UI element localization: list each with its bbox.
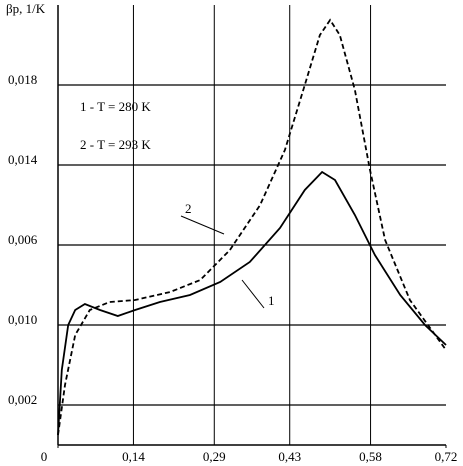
data-line [57, 18, 447, 436]
x-tick-label: 0,58 [359, 449, 382, 464]
y-tick-label: 0,006 [8, 232, 38, 247]
x-tick-label: 0,29 [203, 449, 226, 464]
x-tick-label: 0,72 [435, 449, 458, 464]
x-tick-label: 0 [41, 449, 48, 464]
curve-label: 2 [185, 201, 192, 216]
y-tick-label: 0,010 [8, 312, 37, 327]
curve-label: 1 [268, 293, 275, 308]
x-tick-label: 0,43 [278, 449, 301, 464]
y-tick-label: 0,018 [8, 72, 37, 87]
data-line [57, 170, 447, 436]
legend-label: 1 - T = 280 K [80, 99, 151, 114]
y-axis-label: βр, 1/K [6, 1, 46, 16]
legend-label: 2 - T = 293 K [80, 137, 151, 152]
y-tick-label: 0,002 [8, 392, 37, 407]
y-tick-label: 0,014 [8, 152, 38, 167]
leader-line [180, 215, 225, 235]
x-tick-label: 0,14 [122, 449, 145, 464]
leader-line [241, 279, 265, 309]
